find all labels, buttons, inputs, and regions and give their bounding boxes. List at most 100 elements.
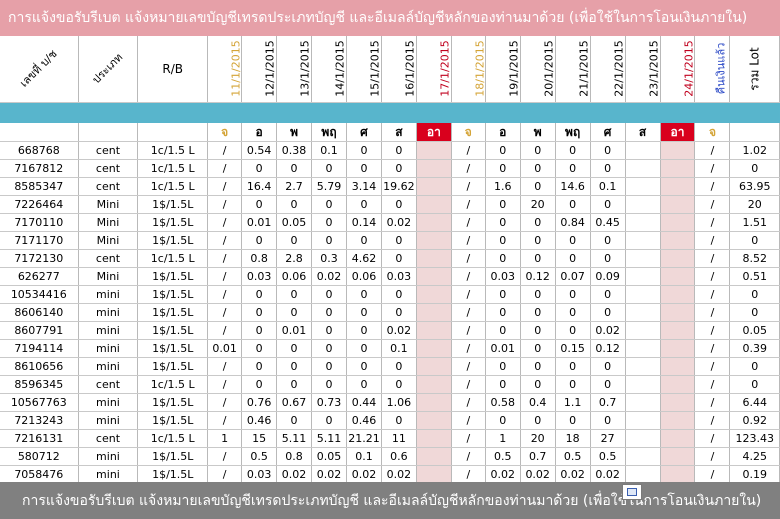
lot-cell[interactable] bbox=[660, 465, 696, 484]
lot-cell[interactable]: 0 bbox=[590, 195, 626, 214]
lot-cell[interactable]: 0 bbox=[485, 357, 521, 376]
lot-cell[interactable]: / bbox=[451, 231, 486, 250]
type-cell[interactable]: mini bbox=[78, 285, 139, 304]
account-cell[interactable]: 8596345 bbox=[0, 375, 79, 394]
total-cell[interactable]: 0.19 bbox=[729, 465, 780, 484]
lot-cell[interactable]: / bbox=[207, 159, 243, 178]
date-header[interactable]: 20/1/2015 bbox=[520, 36, 556, 103]
lot-cell[interactable] bbox=[416, 177, 452, 196]
type-header[interactable]: ประเภท bbox=[78, 36, 139, 103]
lot-cell[interactable]: / bbox=[451, 285, 486, 304]
lot-cell[interactable]: 0 bbox=[485, 249, 521, 268]
lot-cell[interactable]: 0.02 bbox=[346, 465, 382, 484]
lot-cell[interactable] bbox=[416, 447, 452, 466]
lot-cell[interactable]: 0 bbox=[485, 411, 521, 430]
lot-cell[interactable]: 0 bbox=[485, 159, 521, 178]
lot-cell[interactable]: 0 bbox=[311, 339, 347, 358]
lot-cell[interactable]: 0.6 bbox=[381, 447, 417, 466]
lot-cell[interactable]: / bbox=[451, 339, 486, 358]
lot-cell[interactable] bbox=[625, 393, 661, 412]
lot-cell[interactable] bbox=[416, 141, 452, 160]
lot-cell[interactable]: 0.02 bbox=[555, 465, 591, 484]
lot-cell[interactable]: 0.73 bbox=[311, 393, 347, 412]
lot-cell[interactable]: 0 bbox=[381, 375, 417, 394]
lot-cell[interactable]: 0 bbox=[276, 303, 313, 322]
total-cell[interactable]: 1.51 bbox=[729, 213, 780, 232]
total-header[interactable]: รวม Lot bbox=[729, 36, 780, 103]
lot-cell[interactable]: 0 bbox=[311, 303, 347, 322]
lot-cell[interactable] bbox=[625, 285, 661, 304]
account-cell[interactable]: 8610656 bbox=[0, 357, 79, 376]
lot-cell[interactable]: 0.67 bbox=[276, 393, 313, 412]
lot-cell[interactable]: 0.58 bbox=[485, 393, 521, 412]
day-cell[interactable]: พ bbox=[520, 122, 556, 142]
lot-cell[interactable]: 0 bbox=[520, 159, 556, 178]
lot-cell[interactable]: 0 bbox=[520, 303, 556, 322]
lot-cell[interactable] bbox=[625, 339, 661, 358]
lot-cell[interactable] bbox=[625, 357, 661, 376]
lot-cell[interactable]: 0.02 bbox=[485, 465, 521, 484]
lot-cell[interactable]: 0.38 bbox=[276, 141, 313, 160]
lot-cell[interactable]: 0.06 bbox=[346, 267, 382, 286]
lot-cell[interactable]: / bbox=[451, 411, 486, 430]
lot-cell[interactable]: 0.02 bbox=[590, 465, 626, 484]
lot-cell[interactable]: 0 bbox=[241, 339, 278, 358]
lot-cell[interactable]: 0 bbox=[346, 159, 382, 178]
date-header[interactable]: 11/1/2015 bbox=[207, 36, 243, 103]
lot-cell[interactable]: 3.14 bbox=[346, 177, 382, 196]
lot-cell[interactable]: 0 bbox=[590, 141, 626, 160]
type-cell[interactable]: mini bbox=[78, 447, 139, 466]
lot-cell[interactable]: 0 bbox=[520, 375, 556, 394]
lot-cell[interactable]: / bbox=[207, 231, 243, 250]
lot-cell[interactable]: / bbox=[451, 267, 486, 286]
lot-cell[interactable]: 0 bbox=[520, 285, 556, 304]
day-cell[interactable]: อา bbox=[660, 122, 696, 142]
date-header[interactable]: 13/1/2015 bbox=[276, 36, 313, 103]
lot-cell[interactable] bbox=[625, 141, 661, 160]
lot-cell[interactable]: 0 bbox=[520, 231, 556, 250]
total-cell[interactable]: 6.44 bbox=[729, 393, 780, 412]
type-cell[interactable]: mini bbox=[78, 393, 139, 412]
lot-cell[interactable] bbox=[625, 465, 661, 484]
lot-cell[interactable]: 0.15 bbox=[555, 339, 591, 358]
lot-cell[interactable]: 0.1 bbox=[590, 177, 626, 196]
day-cell[interactable]: พ bbox=[276, 122, 313, 142]
lot-cell[interactable]: 0 bbox=[241, 357, 278, 376]
lot-cell[interactable]: 0.01 bbox=[241, 213, 278, 232]
lot-cell[interactable]: 0 bbox=[276, 339, 313, 358]
lot-cell[interactable]: 0 bbox=[520, 177, 556, 196]
lot-cell[interactable]: / bbox=[207, 177, 243, 196]
rb-cell[interactable]: 1$/1.5L bbox=[137, 303, 209, 322]
rb-cell[interactable]: 1$/1.5L bbox=[137, 285, 209, 304]
account-cell[interactable]: 626277 bbox=[0, 267, 79, 286]
lot-cell[interactable]: 0.05 bbox=[276, 213, 313, 232]
lot-cell[interactable]: 0 bbox=[381, 303, 417, 322]
lot-cell[interactable]: 5.11 bbox=[276, 429, 313, 448]
lot-cell[interactable]: 0 bbox=[555, 303, 591, 322]
lot-cell[interactable]: 0 bbox=[381, 357, 417, 376]
total-cell[interactable]: 0.92 bbox=[729, 411, 780, 430]
lot-cell[interactable]: 0.1 bbox=[381, 339, 417, 358]
lot-cell[interactable]: / bbox=[694, 303, 731, 322]
lot-cell[interactable]: 0.02 bbox=[520, 465, 556, 484]
lot-cell[interactable]: 0.02 bbox=[276, 465, 313, 484]
lot-cell[interactable]: 1 bbox=[207, 429, 243, 448]
day-cell[interactable]: จ bbox=[207, 122, 243, 142]
lot-cell[interactable]: 18 bbox=[555, 429, 591, 448]
lot-cell[interactable] bbox=[416, 285, 452, 304]
day-cell[interactable] bbox=[137, 122, 209, 142]
lot-cell[interactable]: 0 bbox=[346, 321, 382, 340]
lot-cell[interactable] bbox=[625, 249, 661, 268]
lot-cell[interactable]: 1.1 bbox=[555, 393, 591, 412]
date-header[interactable]: 22/1/2015 bbox=[590, 36, 626, 103]
lot-cell[interactable]: 4.62 bbox=[346, 249, 382, 268]
type-cell[interactable]: mini bbox=[78, 411, 139, 430]
lot-cell[interactable]: 0.03 bbox=[381, 267, 417, 286]
total-cell[interactable]: 0.05 bbox=[729, 321, 780, 340]
lot-cell[interactable]: 0 bbox=[590, 375, 626, 394]
lot-cell[interactable]: 0 bbox=[381, 195, 417, 214]
lot-cell[interactable] bbox=[416, 231, 452, 250]
lot-cell[interactable]: 0.12 bbox=[520, 267, 556, 286]
rb-cell[interactable]: 1c/1.5 L bbox=[137, 249, 209, 268]
lot-cell[interactable]: 0.02 bbox=[590, 321, 626, 340]
